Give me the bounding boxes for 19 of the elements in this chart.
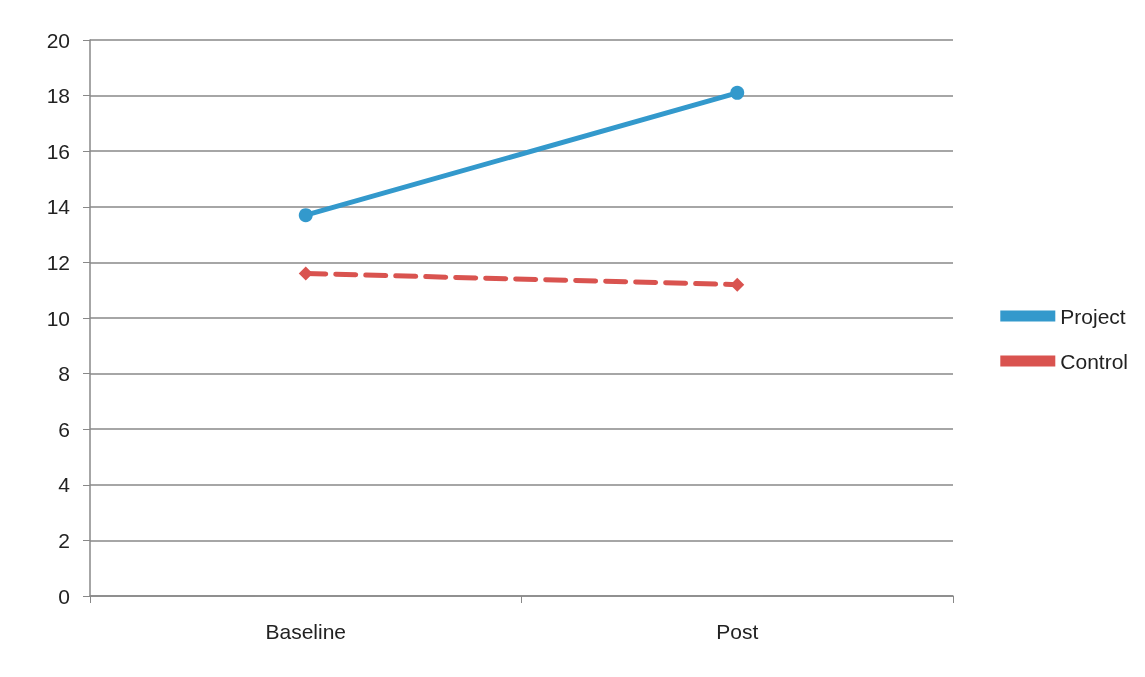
- y-tick-label: 10: [46, 306, 70, 330]
- legend-label: Project: [1060, 304, 1126, 328]
- y-tick-label: 0: [58, 584, 70, 608]
- y-tick-label: 16: [46, 139, 70, 163]
- y-tick-label: 20: [46, 28, 70, 52]
- point: [298, 266, 313, 281]
- point: [730, 277, 745, 292]
- y-tick-label: 4: [58, 473, 71, 497]
- y-tick-label: 6: [58, 417, 70, 441]
- y-tick-label: 12: [46, 250, 70, 274]
- point: [298, 208, 313, 223]
- y-tick-label: 8: [58, 362, 70, 386]
- y-tick-label: 14: [46, 195, 71, 219]
- y-tick-label: 2: [58, 528, 70, 552]
- legend-label: Control: [1060, 349, 1129, 373]
- x-tick-label: Baseline: [265, 620, 347, 643]
- y-tick-label: 18: [46, 84, 70, 108]
- point: [730, 85, 745, 100]
- x-tick-label: Post: [716, 620, 759, 643]
